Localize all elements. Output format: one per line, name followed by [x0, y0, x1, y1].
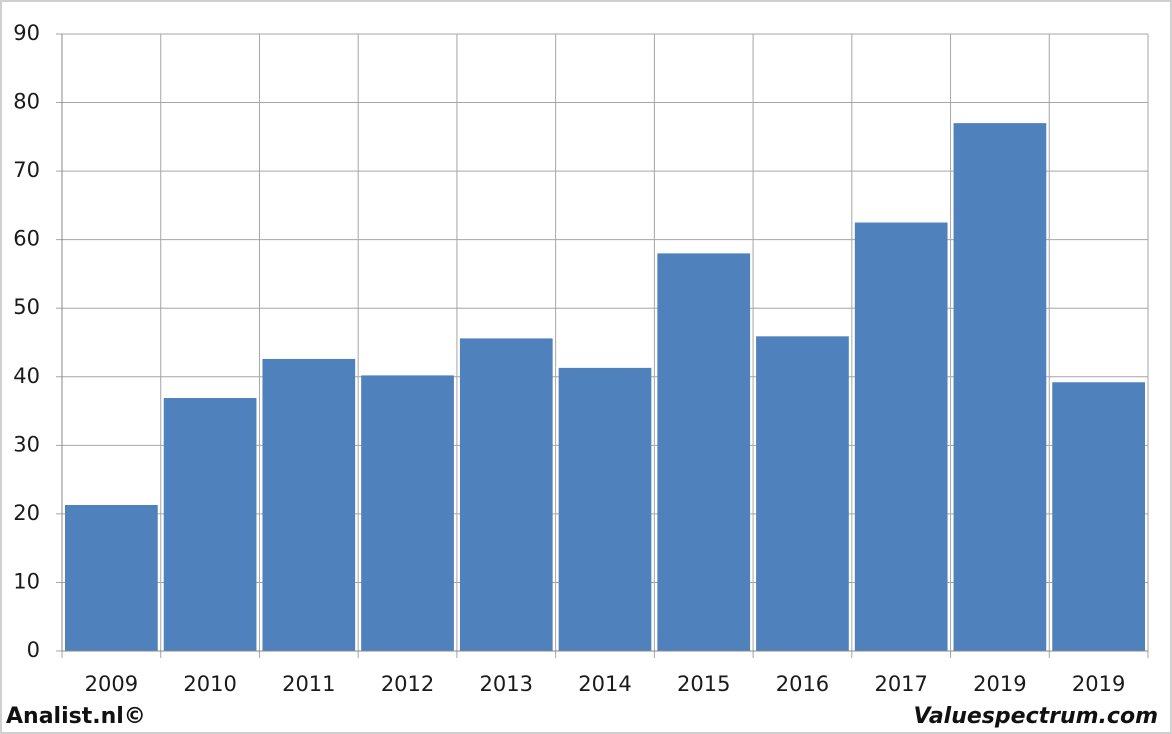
x-tick-label: 2012 — [381, 672, 434, 696]
bar — [65, 504, 158, 651]
bar — [854, 222, 948, 651]
y-tick-label: 30 — [13, 432, 40, 456]
source-left: Analist.nl© — [6, 704, 146, 729]
bar — [459, 338, 553, 651]
bar — [163, 398, 257, 651]
y-tick-label: 90 — [13, 21, 40, 45]
y-tick-label: 10 — [13, 569, 40, 593]
x-tick-label: 2014 — [578, 672, 631, 696]
x-tick-label: 2017 — [874, 672, 927, 696]
x-tick-label: 2010 — [183, 672, 236, 696]
source-right: Valuespectrum.com — [914, 704, 1158, 729]
bar — [1052, 382, 1145, 651]
bar — [361, 375, 454, 651]
x-tick-label: 2015 — [677, 672, 730, 696]
x-tick-label: 2019 — [973, 672, 1026, 696]
x-tick-label: 2009 — [85, 672, 138, 696]
bar — [558, 367, 652, 651]
x-tick-label: 2019 — [1072, 672, 1125, 696]
y-tick-label: 20 — [13, 501, 40, 525]
y-tick-label: 60 — [13, 227, 40, 251]
x-tick-label: 2011 — [282, 672, 335, 696]
y-tick-label: 70 — [13, 158, 40, 182]
y-tick-label: 0 — [27, 638, 40, 662]
x-tick-label: 2016 — [776, 672, 829, 696]
x-tick-label: 2013 — [480, 672, 533, 696]
y-tick-label: 50 — [13, 295, 40, 319]
y-tick-label: 80 — [13, 90, 40, 114]
bar — [756, 336, 849, 651]
bar — [953, 123, 1047, 652]
bar — [262, 358, 356, 651]
bar — [657, 253, 751, 651]
y-tick-label: 40 — [13, 364, 40, 388]
